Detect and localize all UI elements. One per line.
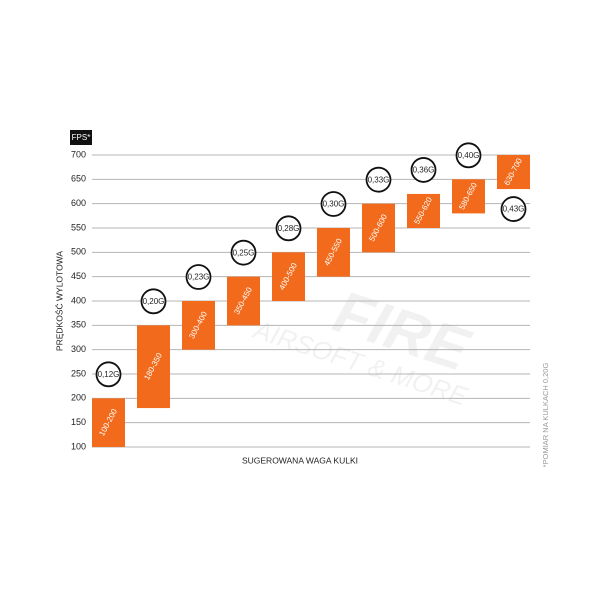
weight-label: 0,43G	[503, 205, 525, 214]
bar	[272, 252, 305, 301]
bar	[452, 179, 485, 214]
y-tick-label: 650	[71, 174, 86, 184]
weight-label: 0,28G	[278, 224, 300, 233]
y-tick-label: 400	[71, 295, 86, 305]
weight-label: 0,20G	[143, 297, 165, 306]
weight-circle	[185, 264, 212, 290]
weight-circle	[500, 196, 527, 222]
y-tick-label: 550	[71, 222, 86, 232]
bar	[137, 325, 170, 409]
footnote: *POMIAR NA KULKACH 0,20G	[541, 363, 550, 468]
unit-tag-box	[70, 130, 92, 145]
bar	[227, 276, 260, 326]
x-axis-label: SUGEROWANA WAGA KULKI	[242, 455, 358, 465]
y-tick-label: 200	[71, 393, 86, 403]
y-tick-label: 700	[71, 149, 86, 159]
weight-circle	[230, 239, 257, 266]
weight-label: 0,36G	[413, 166, 435, 175]
bar	[92, 398, 125, 447]
weight-label: 0,40G	[458, 151, 480, 160]
weight-circle	[455, 142, 482, 169]
bar	[497, 155, 530, 190]
weight-label: 0,30G	[323, 200, 345, 209]
weight-circle	[275, 215, 302, 242]
weight-circle	[320, 191, 347, 217]
bar	[182, 301, 215, 350]
y-tick-label: 250	[71, 368, 86, 378]
y-tick-label: 600	[71, 198, 86, 208]
bar	[317, 228, 350, 277]
y-tick-label: 100	[71, 441, 86, 451]
y-tick-label: 500	[71, 247, 86, 257]
weight-label: 0,12G	[98, 370, 120, 379]
y-tick-label: 300	[71, 344, 86, 354]
weight-label: 0,25G	[233, 248, 255, 257]
weight-circle	[140, 288, 167, 315]
y-axis-label: PRĘDKOŚĆ WYLOTOWA	[53, 251, 64, 351]
y-tick-label: 350	[71, 320, 86, 330]
bar	[362, 203, 395, 253]
weight-label: 0,33G	[368, 175, 390, 184]
bar	[407, 193, 440, 228]
weight-label: 0,23G	[188, 273, 210, 282]
weight-circle	[410, 157, 437, 183]
y-tick-label: 450	[71, 271, 86, 281]
unit-tag: FPS*	[72, 133, 91, 142]
weight-circle	[95, 361, 122, 388]
y-tick-label: 150	[71, 417, 86, 427]
weight-circle	[365, 166, 392, 193]
